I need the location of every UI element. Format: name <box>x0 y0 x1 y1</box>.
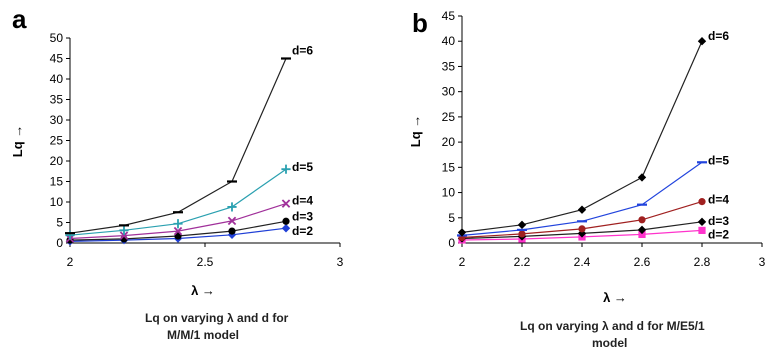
data-point <box>698 226 706 234</box>
y-tick-label: 10 <box>442 186 456 200</box>
data-point <box>282 217 290 225</box>
data-point <box>578 225 586 233</box>
y-tick-label: 30 <box>442 85 456 99</box>
y-tick-label: 10 <box>50 195 64 209</box>
data-point <box>457 228 467 237</box>
data-point <box>173 219 183 229</box>
series-label: d=2 <box>708 227 729 241</box>
data-point <box>697 217 707 227</box>
x-tick-label: 2.8 <box>694 255 711 269</box>
series-line <box>461 40 703 233</box>
data-point <box>227 216 237 226</box>
y-tick-label: 0 <box>56 236 63 250</box>
y-tick-label: 40 <box>442 34 456 48</box>
series-label: d=3 <box>292 209 313 223</box>
y-tick-label: 15 <box>50 175 64 189</box>
data-point <box>174 232 182 240</box>
series-d=4: d=4 <box>65 194 313 243</box>
panel-letter: b <box>412 8 428 38</box>
x-tick-label: 2.2 <box>514 255 531 269</box>
data-point <box>281 164 291 174</box>
data-point <box>637 225 647 235</box>
x-tick-label: 2 <box>459 255 466 269</box>
data-point <box>518 230 526 238</box>
data-point <box>228 227 236 235</box>
series-d=3: d=3 <box>66 209 313 244</box>
data-point <box>119 225 129 235</box>
panel-b: b 0 5 10 15 20 25 30 35 40 45 2 2.2 2.4 2.6 2.8 3 Lq → λ →… <box>408 8 765 305</box>
series-line <box>461 161 703 236</box>
y-axis-title: Lq → <box>408 115 423 148</box>
caption-b-line-1: Lq on varying λ and d for M/E5/1 <box>520 319 705 333</box>
x-tick-label: 2.5 <box>197 255 214 269</box>
y-tick-label: 40 <box>50 72 64 86</box>
data-point <box>227 202 237 212</box>
data-point <box>281 199 291 208</box>
series-label: d=4 <box>292 194 313 208</box>
series-line <box>69 58 287 234</box>
series-label: d=5 <box>708 153 729 167</box>
series-d=5: d=5 <box>65 160 313 240</box>
series-d=5: d=5 <box>457 153 729 237</box>
x-axis-title: λ → <box>603 290 627 305</box>
y-axis-title: Lq → <box>10 125 25 158</box>
data-point <box>281 224 291 233</box>
series-d=6: d=6 <box>65 44 313 235</box>
y-tick-label: 35 <box>50 93 64 107</box>
data-point <box>517 220 527 230</box>
x-tick-label: 2.4 <box>574 255 591 269</box>
y-tick-label: 0 <box>448 236 455 250</box>
series-d=6: d=6 <box>457 29 729 237</box>
series-label: d=2 <box>292 224 313 238</box>
y-tick-label: 35 <box>442 59 456 73</box>
y-tick-label: 20 <box>50 154 64 168</box>
data-point <box>638 230 646 239</box>
x-tick-label: 2 <box>67 255 74 269</box>
series-label: d=6 <box>708 29 729 43</box>
caption-a-line-1: Lq on varying λ and d for <box>145 311 289 325</box>
caption-b-line-2: model <box>592 336 628 350</box>
x-tick-label: 3 <box>759 255 765 269</box>
caption-b: Lq on varying λ and d for M/E5/1 model <box>520 318 705 352</box>
y-tick-label: 15 <box>442 160 456 174</box>
y-tick-label: 45 <box>442 9 456 23</box>
data-point <box>638 216 646 224</box>
series-label: d=3 <box>708 214 729 228</box>
series-d=4: d=4 <box>458 193 729 242</box>
y-tick-label: 20 <box>442 135 456 149</box>
series-label: d=6 <box>292 44 313 58</box>
y-tick-label: 45 <box>50 52 64 66</box>
y-tick-label: 50 <box>50 31 64 45</box>
data-point <box>698 198 706 206</box>
y-tick-label: 25 <box>50 134 64 148</box>
y-tick-label: 5 <box>56 216 63 230</box>
series-label: d=4 <box>708 193 729 207</box>
caption-a-line-2: M/M/1 model <box>167 328 240 342</box>
data-point <box>637 173 647 182</box>
x-tick-label: 3 <box>337 255 344 269</box>
panel-letter: a <box>12 4 27 34</box>
y-tick-label: 5 <box>448 211 455 225</box>
data-point <box>173 226 183 236</box>
caption-a: Lq on varying λ and d for M/M/1 model <box>145 310 288 344</box>
data-point <box>119 231 129 240</box>
x-axis-title: λ → <box>191 283 215 298</box>
series-label: d=5 <box>292 160 313 174</box>
y-tick-label: 30 <box>50 113 64 127</box>
data-point <box>577 205 587 214</box>
data-point <box>697 37 707 46</box>
x-tick-label: 2.6 <box>634 255 651 269</box>
y-tick-label: 25 <box>442 110 456 124</box>
